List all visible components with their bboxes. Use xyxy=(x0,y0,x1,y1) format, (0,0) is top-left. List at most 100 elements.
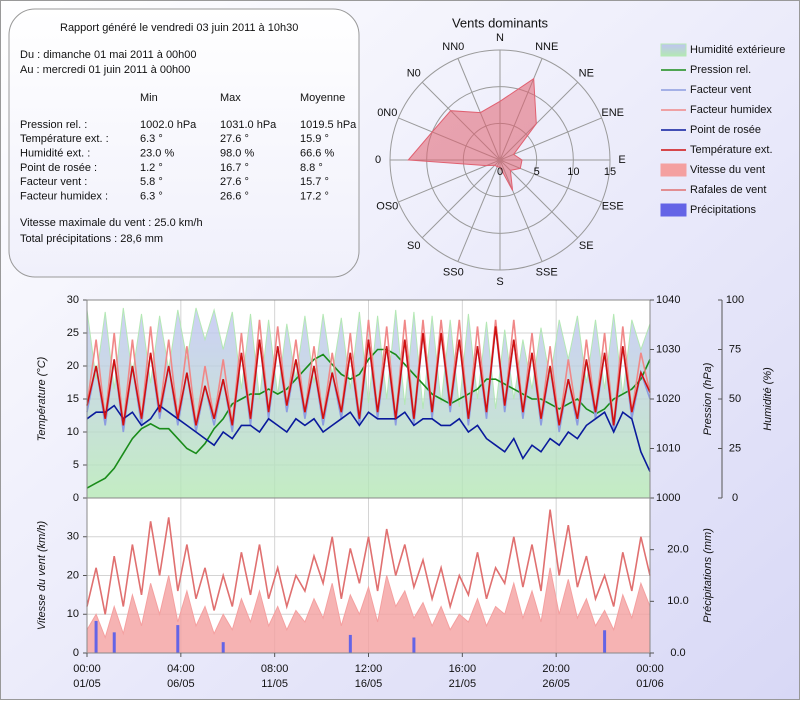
table-cell: 26.6 ° xyxy=(220,190,249,202)
y2-tick-label: 0.0 xyxy=(670,647,685,659)
r-tick-label: 5 xyxy=(534,166,540,178)
direction-label: N0 xyxy=(407,68,421,80)
table-cell: 1031.0 hPa xyxy=(220,119,277,131)
x-tick-hour: 20:00 xyxy=(542,663,570,675)
series-area xyxy=(86,567,651,654)
legend-label: Vitesse du vent xyxy=(690,164,765,176)
rose-area xyxy=(407,77,537,191)
y-tick-label: 20 xyxy=(67,360,79,372)
y-tick-label: 15 xyxy=(67,393,79,405)
direction-label: S xyxy=(496,276,503,288)
legend-label: Pression rel. xyxy=(690,64,751,76)
precip-bar xyxy=(348,634,352,653)
report-max-wind: Vitesse maximale du vent : 25.0 km/h xyxy=(20,217,203,229)
direction-label: SSE xyxy=(536,267,558,279)
legend-swatch xyxy=(660,163,687,177)
table-cell: 23.0 % xyxy=(140,148,174,160)
row-label: Facteur vent : xyxy=(20,176,87,188)
row-label: Température ext. : xyxy=(20,133,109,145)
y-tick-label: 10 xyxy=(67,608,79,620)
direction-label: 0 xyxy=(375,154,381,166)
r-tick-label: 0 xyxy=(497,166,503,178)
x-tick-hour: 16:00 xyxy=(449,663,477,675)
y-tick-label: 10 xyxy=(67,426,79,438)
precip-bar xyxy=(603,630,607,653)
y-axis-title: Vitesse du vent (km/h) xyxy=(36,521,48,631)
table-cell: 15.7 ° xyxy=(300,176,329,188)
table-cell: 1002.0 hPa xyxy=(140,119,197,131)
report-box xyxy=(8,8,360,278)
x-tick-label: 06/05 xyxy=(167,678,195,690)
precip-bar xyxy=(112,632,116,653)
table-cell: 66.6 % xyxy=(300,148,334,160)
table-cell: 98.0 % xyxy=(220,148,254,160)
legend-swatch xyxy=(660,203,687,217)
x-tick-label: 01/05 xyxy=(73,678,101,690)
x-tick-hour: 04:00 xyxy=(167,663,195,675)
spoke xyxy=(499,117,602,161)
precip-bar xyxy=(412,637,416,653)
direction-label: NNE xyxy=(535,41,558,53)
precip-bar xyxy=(221,642,225,653)
rose-title: Vents dominants xyxy=(452,15,549,30)
series-line xyxy=(86,509,651,615)
y2-axis-title: Pression (hPa) xyxy=(702,362,714,435)
spoke xyxy=(421,159,501,239)
spoke xyxy=(398,159,501,203)
legend-label: Humidité extérieure xyxy=(690,44,785,56)
direction-label: ENE xyxy=(601,107,624,119)
column-header: Max xyxy=(220,92,241,104)
table-cell: 1019.5 hPa xyxy=(300,119,357,131)
y-tick-label: 0 xyxy=(73,647,79,659)
series-line xyxy=(86,319,651,426)
y3-tick-label: 50 xyxy=(729,393,741,405)
direction-label: NE xyxy=(579,68,594,80)
direction-label: NN0 xyxy=(442,41,464,53)
table-cell: 16.7 ° xyxy=(220,162,249,174)
y3-tick-label: 100 xyxy=(726,294,744,306)
table-cell: 27.6 ° xyxy=(220,133,249,145)
row-label: Humidité ext. : xyxy=(20,148,90,160)
y3-tick-label: 75 xyxy=(729,343,741,355)
spoke xyxy=(457,159,501,262)
precip-bar xyxy=(176,625,180,653)
series-area xyxy=(86,307,651,499)
direction-label: E xyxy=(618,154,625,166)
x-tick-label: 01/06 xyxy=(636,678,664,690)
y2-tick-label: 1040 xyxy=(656,294,680,306)
y-tick-label: 0 xyxy=(73,492,79,504)
y2-tick-label: 20.0 xyxy=(667,544,688,556)
x-tick-label: 16/05 xyxy=(355,678,383,690)
direction-label: SS0 xyxy=(443,267,464,279)
x-tick-label: 26/05 xyxy=(542,678,570,690)
y-axis-title: Température (°C) xyxy=(36,356,48,441)
legend-label: Température ext. xyxy=(690,144,773,156)
y2-axis-title: Précipitations (mm) xyxy=(702,528,714,623)
direction-label: SE xyxy=(579,240,594,252)
spoke xyxy=(499,159,579,239)
charts: Min Max Moyenne Pression rel. : 1002.0 hPa 10… xyxy=(20,32,785,690)
table-cell: 8.8 ° xyxy=(300,162,323,174)
y2-tick-label: 1010 xyxy=(656,442,680,454)
direction-label: OS0 xyxy=(376,201,398,213)
r-tick-label: 15 xyxy=(604,166,616,178)
table-cell: 27.6 ° xyxy=(220,176,249,188)
direction-label: 0N0 xyxy=(377,107,397,119)
legend-label: Facteur humidex xyxy=(690,104,772,116)
legend-swatch xyxy=(660,43,687,57)
y-tick-label: 5 xyxy=(73,459,79,471)
y2-tick-label: 1030 xyxy=(656,343,680,355)
y3-tick-label: 0 xyxy=(732,492,738,504)
y-tick-label: 25 xyxy=(67,327,79,339)
x-tick-hour: 08:00 xyxy=(261,663,289,675)
y2-tick-label: 1000 xyxy=(656,492,680,504)
direction-label: ESE xyxy=(602,201,624,213)
table-cell: 6.3 ° xyxy=(140,190,163,202)
table-cell: 17.2 ° xyxy=(300,190,329,202)
precip-bar xyxy=(94,620,98,653)
series-line xyxy=(86,404,651,472)
legend-label: Précipitations xyxy=(690,204,757,216)
report-generated: Rapport généré le vendredi 03 juin 2011 … xyxy=(60,22,298,34)
